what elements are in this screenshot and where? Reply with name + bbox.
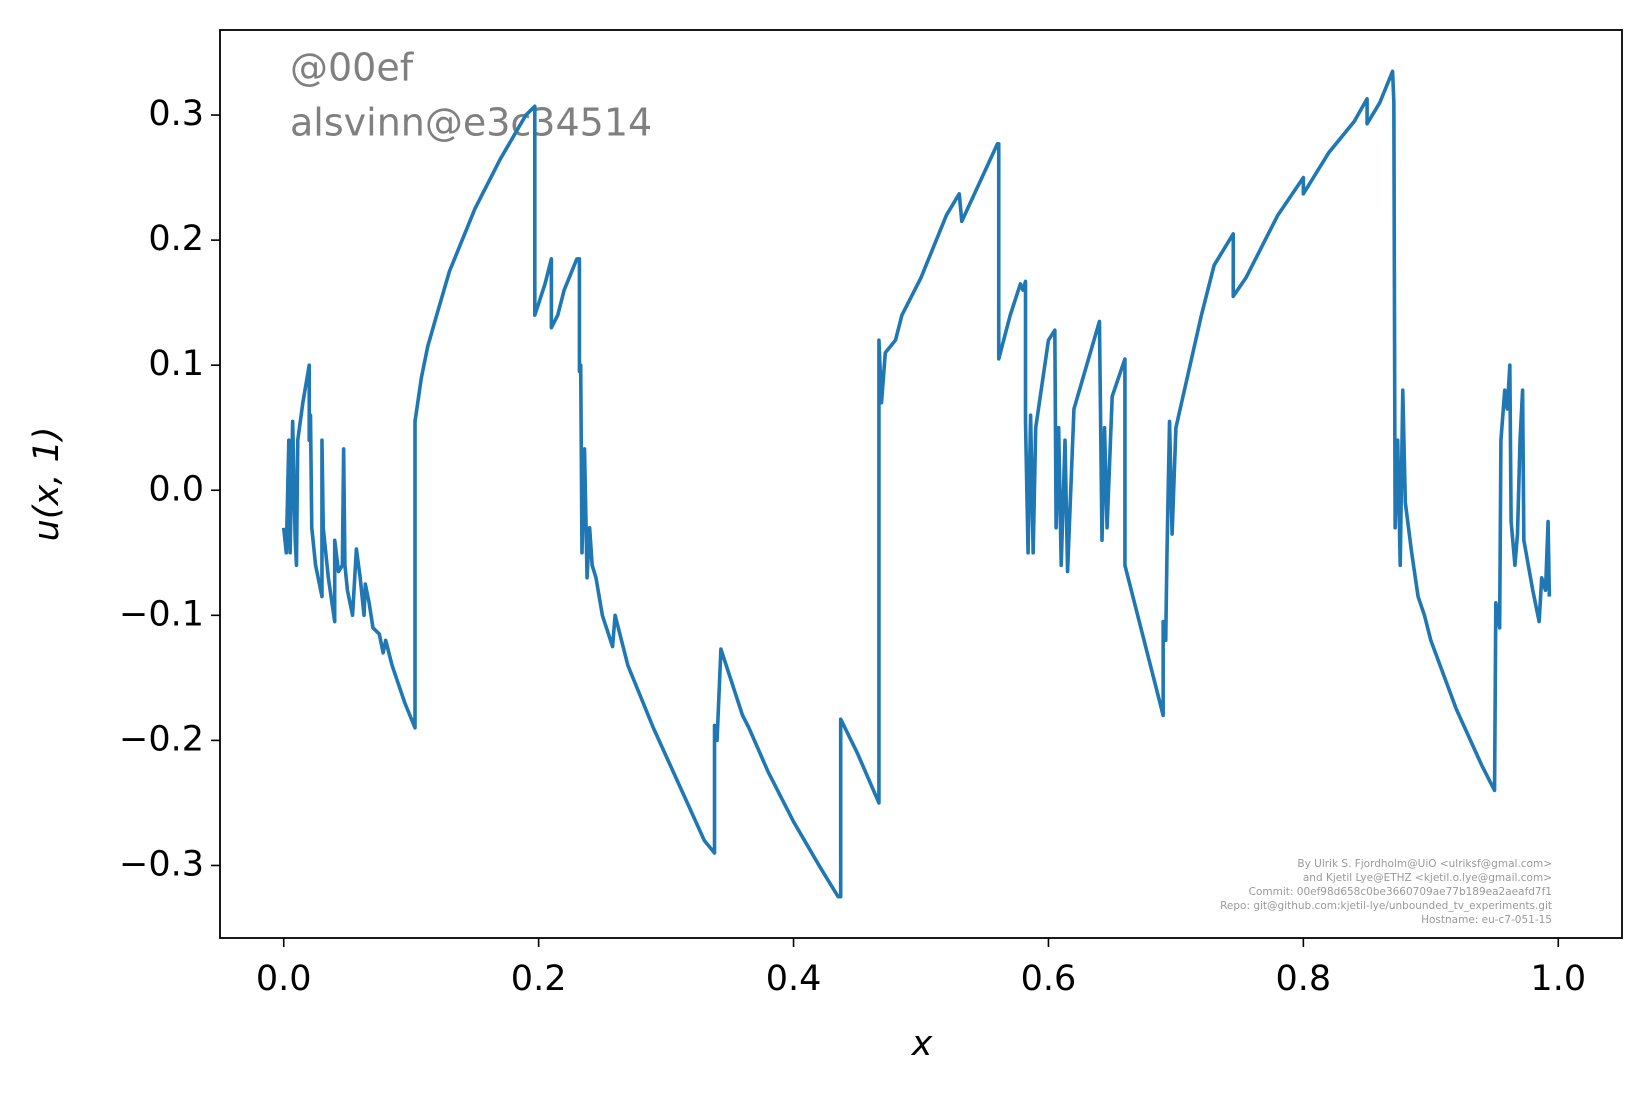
- credit-text: By Ulrik S. Fjordholm@UiO <ulriksf@gmal.…: [1297, 858, 1552, 870]
- x-tick-label: 1.0: [1530, 959, 1586, 999]
- credit-text: and Kjetil Lye@ETHZ <kjetil.o.lye@gmail.…: [1303, 872, 1552, 884]
- x-tick-label: 0.0: [256, 959, 312, 999]
- y-axis-label: u(x, 1): [27, 427, 67, 542]
- y-tick-label: 0.1: [148, 344, 204, 384]
- y-tick-label: −0.3: [119, 844, 204, 884]
- x-tick-label: 0.8: [1276, 959, 1332, 999]
- data-line: [281, 69, 1552, 899]
- x-axis-label: x: [911, 1024, 933, 1064]
- y-tick-label: −0.1: [119, 594, 204, 634]
- x-tick-label: 0.6: [1021, 959, 1077, 999]
- annotation: @00ef: [290, 46, 415, 90]
- x-tick-label: 0.4: [766, 959, 822, 999]
- credit-text: Hostname: eu-c7-051-15: [1421, 914, 1552, 926]
- annotation: alsvinn@e3c34514: [290, 101, 652, 145]
- y-tick-label: 0.0: [148, 469, 204, 509]
- plot-frame: [219, 29, 1623, 939]
- y-tick-label: 0.2: [148, 219, 204, 259]
- credit-text: Repo: git@github.com:kjetil-lye/unbounde…: [1220, 900, 1552, 912]
- y-tick-label: 0.3: [148, 94, 204, 134]
- x-tick-label: 0.2: [511, 959, 567, 999]
- y-tick-label: −0.2: [119, 719, 204, 759]
- credit-text: Commit: 00ef98d658c0be3660709ae77b189ea2…: [1249, 886, 1552, 898]
